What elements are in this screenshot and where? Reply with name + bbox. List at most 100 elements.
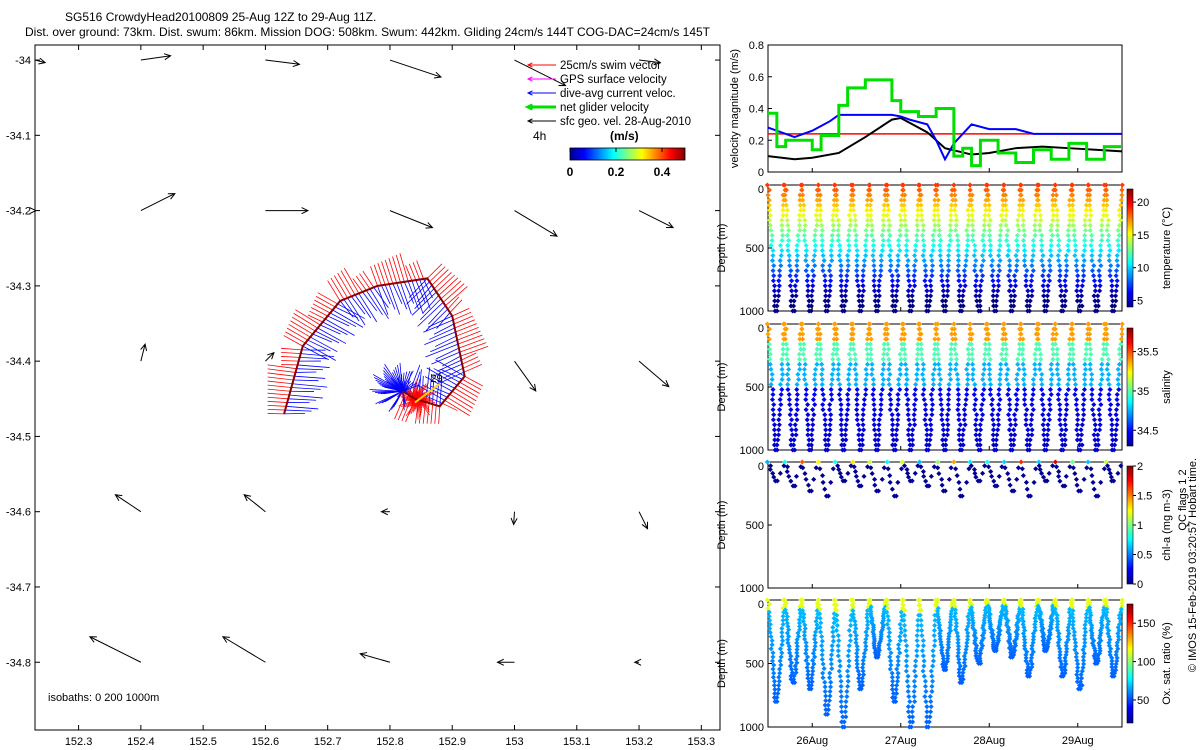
- oxy-colorbar: [1126, 603, 1134, 724]
- temp-point: [873, 293, 879, 299]
- dac-vector: [334, 306, 358, 319]
- swim-vector: [395, 254, 405, 282]
- temp-point: [871, 268, 877, 274]
- temp-point: [917, 187, 923, 193]
- sal-colorbar: [1126, 327, 1134, 447]
- temp-point: [769, 232, 775, 238]
- temp-point: [861, 258, 867, 264]
- temp-point: [838, 268, 844, 274]
- temp-point: [843, 283, 849, 289]
- temp-point: [945, 288, 951, 294]
- velocity-panel: 0 0.2 0.4 0.6 0.8 velocity magnitude (m/s): [729, 40, 1123, 179]
- temp-colorbar-label: temperature (°C): [1161, 207, 1173, 289]
- temp-point: [880, 242, 886, 249]
- swim-vector: [312, 303, 331, 314]
- colorbar-tick-label: 1: [1137, 520, 1143, 532]
- geo-vector-head: [666, 221, 675, 229]
- temp-point: [819, 232, 825, 238]
- temp-point: [945, 283, 951, 289]
- temp-point: [864, 232, 870, 238]
- temp-point: [917, 197, 923, 203]
- dac-vector: [307, 339, 331, 352]
- legend-dac-swatch-head: [526, 90, 533, 96]
- map-panel: 152.3 152.4 152.5 152.6 152.7 152.8 152.9 153 15…: [6, 44, 721, 748]
- temp-point: [908, 308, 914, 314]
- dac-vector: [302, 345, 329, 361]
- temp-point: [838, 263, 844, 269]
- y-tick-label: 1000: [740, 306, 764, 318]
- chart-summary: Dist. over ground: 73km. Dist. swum: 86k…: [25, 25, 711, 39]
- dac-vector: [411, 291, 437, 316]
- temp-point: [788, 268, 794, 274]
- temp-point: [864, 197, 870, 203]
- x-tick-label: 153.3: [688, 736, 716, 748]
- dac-vector: [436, 347, 460, 360]
- temp-point: [805, 288, 811, 294]
- geo-vector-head: [653, 58, 662, 66]
- sal-ylabel: Depth (m): [716, 363, 728, 412]
- legend-geo-swatch-head: [526, 118, 533, 124]
- date-tick-label: 28Aug: [973, 735, 1005, 747]
- geo-vector: [115, 494, 142, 513]
- geo-vector-head: [301, 207, 310, 215]
- x-tick-label: 153.1: [563, 736, 591, 748]
- y-tick-label: 0.6: [749, 72, 764, 84]
- y-tick-label: 0: [758, 184, 764, 196]
- swim-vector: [438, 277, 459, 296]
- temp-point: [797, 192, 803, 198]
- temp-point: [854, 273, 860, 279]
- temp-point: [948, 207, 954, 213]
- dac-vector: [434, 335, 457, 347]
- colorbar-tick-label: 34.5: [1137, 425, 1158, 437]
- y-tick-label: -34.8: [6, 657, 31, 669]
- geo-vector-head: [425, 222, 434, 229]
- y-tick-label: 500: [746, 382, 764, 394]
- y-tick-label: 500: [746, 520, 764, 532]
- temp-point: [884, 212, 890, 218]
- swim-vector: [285, 331, 306, 344]
- geo-vector-head: [29, 207, 37, 215]
- temp-point: [881, 207, 887, 213]
- oxy-ylabel: Depth (m): [716, 639, 728, 688]
- temp-point: [854, 268, 860, 274]
- geo-vector-head: [140, 343, 148, 352]
- colorbar-title: (m/s): [610, 129, 639, 143]
- temp-point: [835, 237, 841, 243]
- dac-vector: [422, 295, 439, 314]
- swim-vector: [456, 327, 479, 337]
- colorbar-tick-label: 35: [1137, 386, 1149, 398]
- dac-vector: [291, 387, 321, 390]
- x-tick-label: 152.5: [189, 736, 217, 748]
- swim-vector: [457, 384, 479, 398]
- temp-point: [771, 273, 777, 279]
- glider-vectors: [267, 253, 489, 424]
- geo-vector-head: [496, 658, 505, 666]
- geo-vector-head: [558, 79, 567, 87]
- temp-point: [892, 303, 898, 309]
- swim-vector: [461, 378, 482, 391]
- chl-panel: 0 500 1000 Depth (m) 0 0.5 1 1.5 2 chl-a (mg m-3): [716, 459, 1173, 595]
- temp-point: [929, 263, 936, 269]
- dac-vector: [310, 336, 338, 353]
- x-tick-label: 152.3: [65, 736, 93, 748]
- temp-point: [853, 232, 859, 238]
- temp-point: [816, 187, 822, 193]
- swim-vector: [293, 313, 318, 329]
- geo-vector-head: [267, 351, 275, 360]
- swim-vector: [454, 319, 476, 329]
- legend-gps-swatch-head: [526, 76, 533, 82]
- swim-vector: [455, 323, 477, 333]
- dac-vector: [365, 290, 383, 316]
- temp-point: [924, 288, 930, 294]
- temp-point: [834, 197, 840, 203]
- dac-vector: [317, 327, 347, 344]
- dac-vector: [403, 281, 415, 304]
- temp-point: [825, 303, 832, 309]
- temp-point: [875, 308, 881, 314]
- dac-vector: [416, 284, 433, 303]
- temp-point: [796, 222, 803, 228]
- dac-vector: [433, 368, 460, 383]
- dac-vector: [440, 368, 463, 380]
- swim-vector: [333, 275, 348, 299]
- swim-vector: [310, 307, 328, 317]
